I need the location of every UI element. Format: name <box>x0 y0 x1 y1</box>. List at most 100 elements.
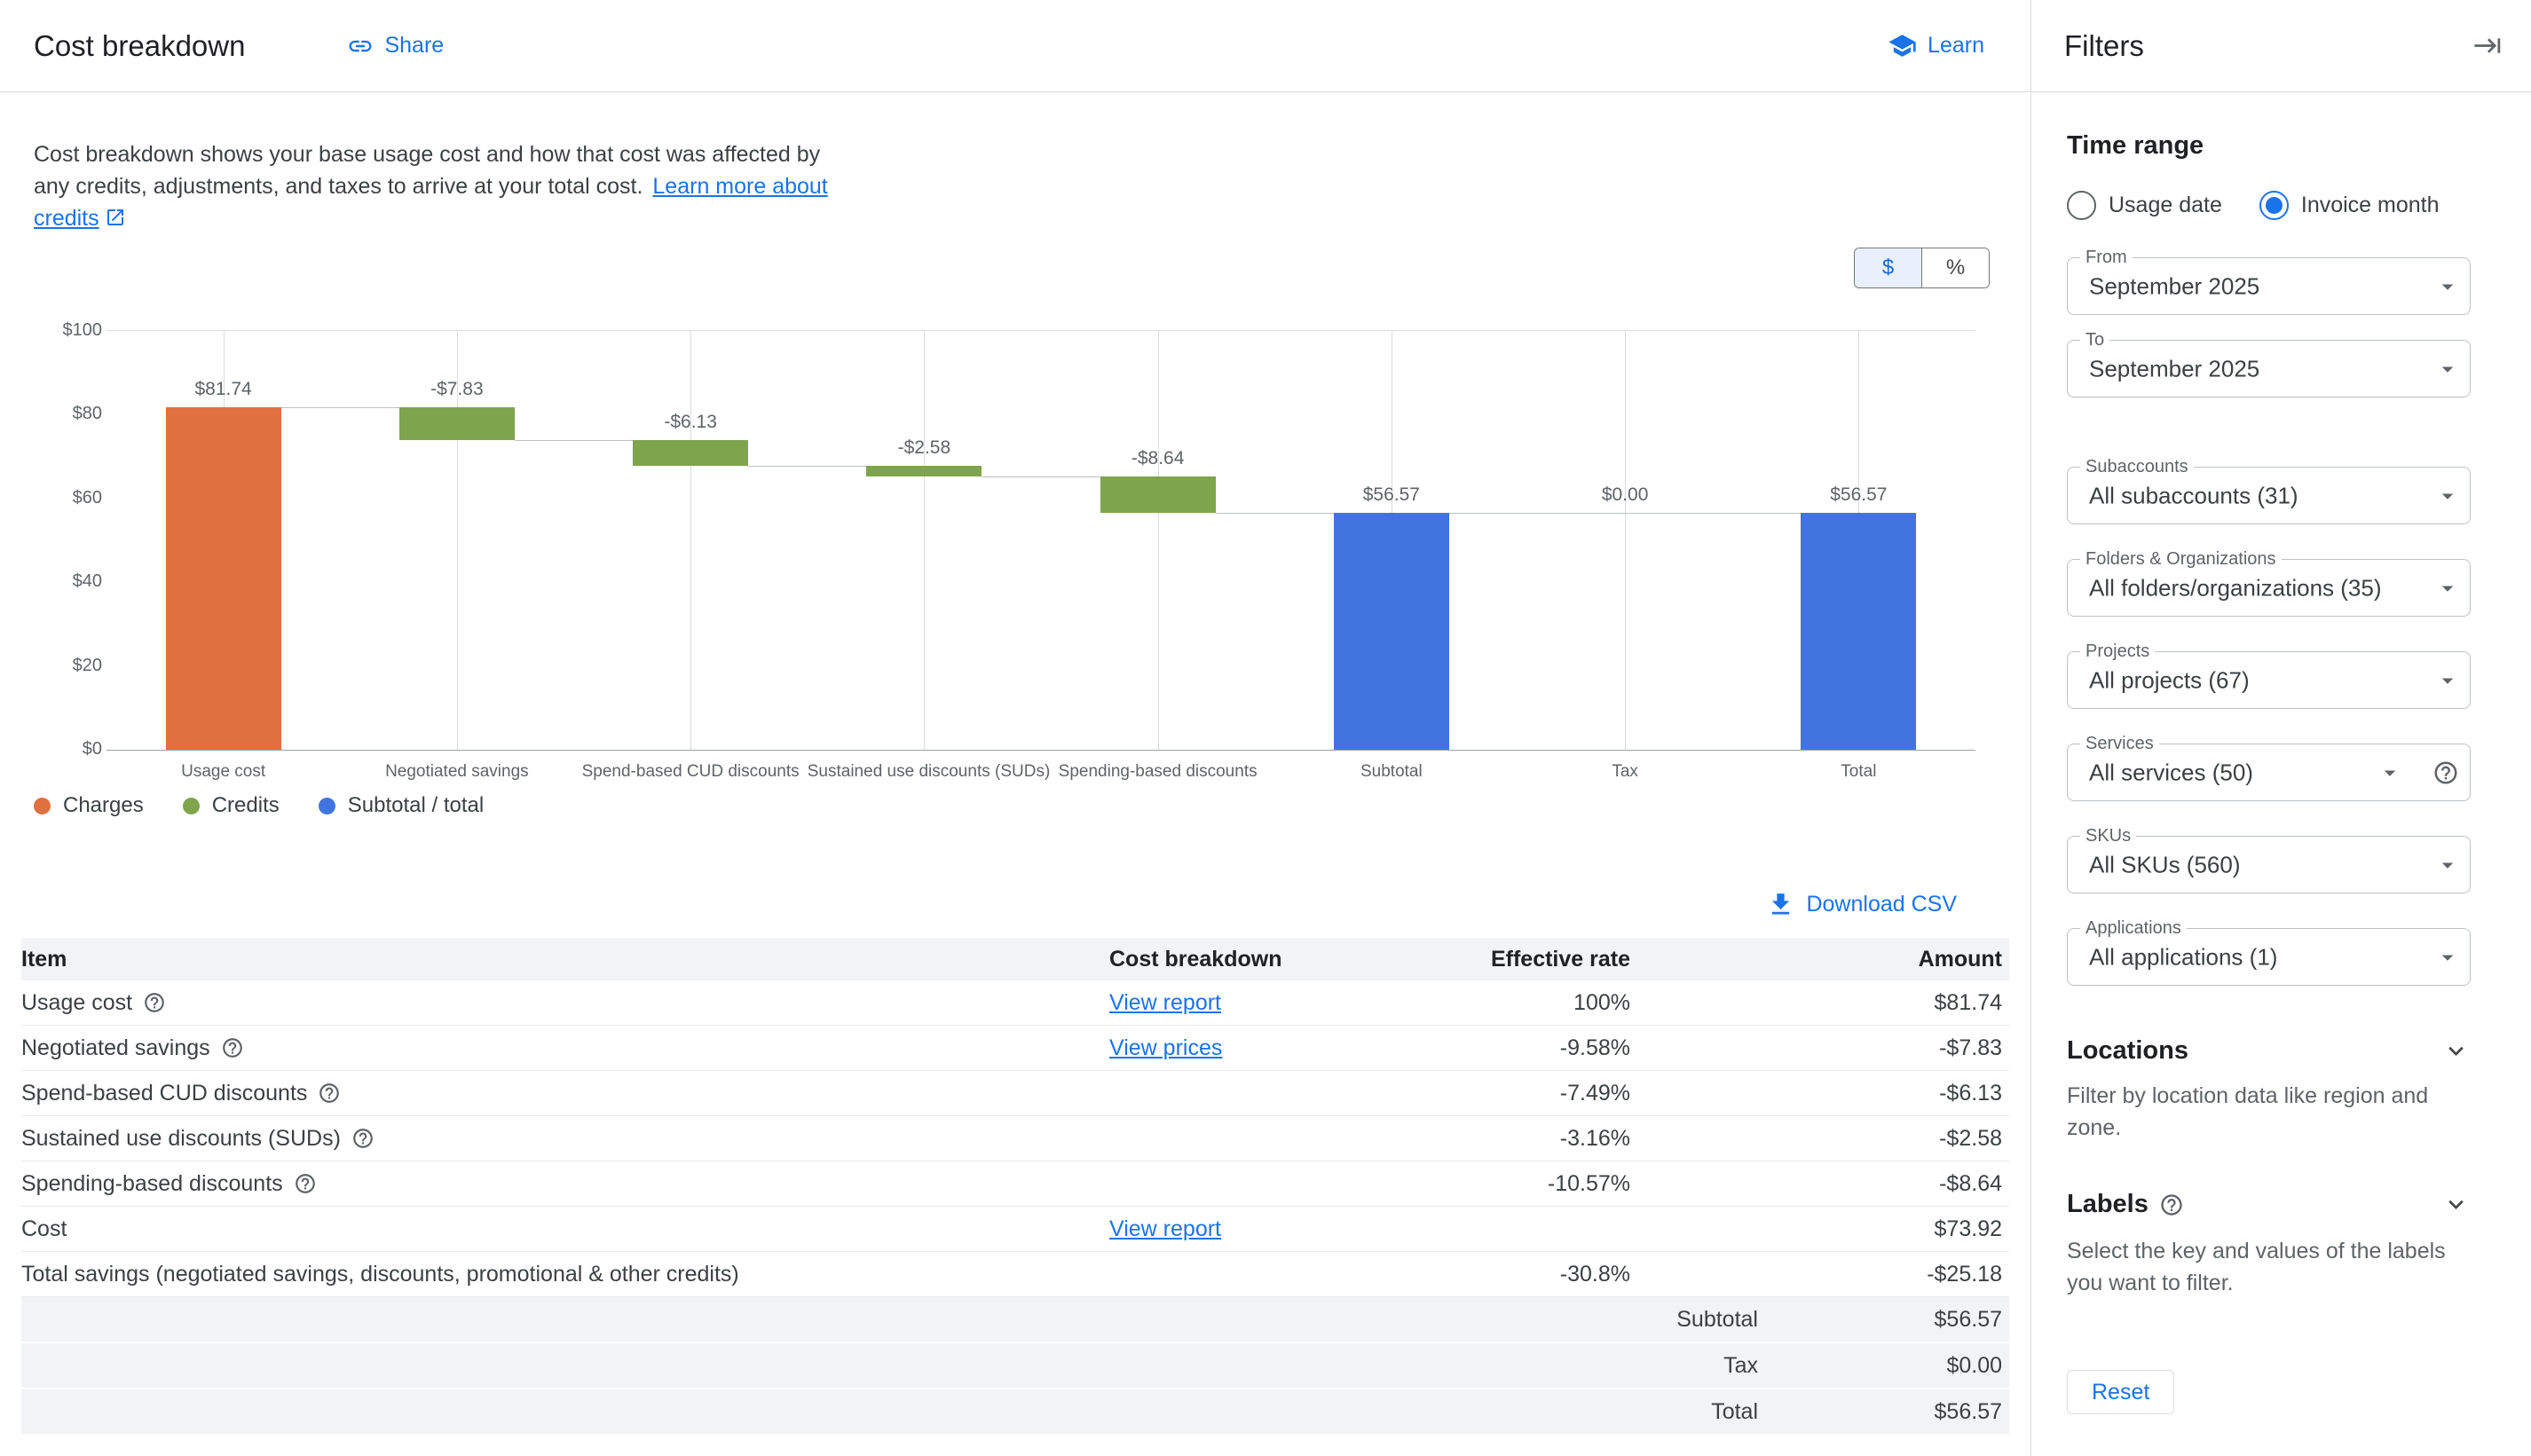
radio-usage-date[interactable]: Usage date <box>2067 191 2222 220</box>
view-report-link[interactable]: View report <box>1109 989 1221 1015</box>
view-report-link[interactable]: View report <box>1109 1216 1221 1241</box>
time-range-title: Time range <box>2067 131 2204 160</box>
chevron-down-icon <box>2434 273 2461 300</box>
bar-value-label: $56.57 <box>1362 484 1420 505</box>
help-icon[interactable] <box>294 1172 317 1195</box>
to-field[interactable]: To September 2025 <box>2067 330 2471 397</box>
projects-field[interactable]: Projects All projects (67) <box>2067 641 2471 709</box>
waterfall-connector-line <box>982 476 1100 478</box>
help-icon[interactable] <box>2159 1192 2184 1217</box>
subaccounts-field[interactable]: Subaccounts All subaccounts (31) <box>2067 457 2471 524</box>
col-header-cost-breakdown: Cost breakdown <box>1109 946 1282 972</box>
view-prices-link[interactable]: View prices <box>1109 1035 1223 1060</box>
learn-more-credits-link[interactable]: Learn more about credits <box>34 174 828 231</box>
locations-title: Locations <box>2067 1036 2188 1065</box>
field-label: Projects <box>2080 641 2156 662</box>
collapse-panel-icon[interactable] <box>2473 31 2503 60</box>
radio-label: Invoice month <box>2300 193 2440 217</box>
legend-item: Charges <box>34 793 144 818</box>
item-label: Spend-based CUD discounts <box>21 1080 308 1106</box>
radio-circle-icon <box>2067 191 2096 220</box>
applications-field[interactable]: Applications All applications (1) <box>2067 918 2471 986</box>
bar-value-label: $56.57 <box>1830 484 1888 505</box>
y-axis-tick: $100 <box>62 320 103 340</box>
bar-value-label: -$7.83 <box>430 379 484 400</box>
chart-legend: Charges Credits Subtotal / total <box>34 793 484 818</box>
table-row: Cost View report $73.92 <box>21 1207 2009 1252</box>
school-icon <box>1888 31 1917 60</box>
field-value: All folders/organizations (35) <box>2089 574 2382 601</box>
field-value: All subaccounts (31) <box>2089 482 2298 508</box>
locations-description: Filter by location data like region and … <box>2067 1083 2429 1140</box>
amount-value: -$25.18 <box>1927 1261 2002 1287</box>
locations-section-header[interactable]: Locations <box>2067 1036 2471 1066</box>
x-axis-label: Subtotal <box>1360 762 1423 781</box>
radio-invoice-month[interactable]: Invoice month <box>2259 191 2440 220</box>
legend-label: Charges <box>63 793 144 817</box>
waterfall-bar[interactable] <box>866 466 982 477</box>
waterfall-bar[interactable] <box>1100 476 1216 514</box>
page-title: Cost breakdown <box>34 28 246 62</box>
chart-gridline <box>924 331 926 750</box>
help-icon[interactable] <box>2432 759 2459 786</box>
expand-more-icon <box>2441 1036 2471 1066</box>
waterfall-bar[interactable] <box>633 440 749 467</box>
learn-label: Learn <box>1928 33 1984 58</box>
item-label: Usage cost <box>21 989 133 1015</box>
learn-button[interactable]: Learn <box>1888 31 1984 60</box>
skus-field[interactable]: SKUs All SKUs (560) <box>2067 826 2471 893</box>
help-icon[interactable] <box>318 1082 341 1105</box>
waterfall-bar[interactable] <box>1801 512 1917 750</box>
field-value: September 2025 <box>2089 272 2260 299</box>
summary-label: Total <box>1711 1398 1758 1424</box>
table-summary-row: Subtotal $56.57 <box>21 1297 2009 1343</box>
col-header-item: Item <box>21 946 67 972</box>
waterfall-connector-line <box>280 407 399 409</box>
field-value: All SKUs (560) <box>2089 851 2241 878</box>
folders-organizations-field[interactable]: Folders & Organizations All folders/orga… <box>2067 549 2471 617</box>
y-axis-tick: $60 <box>72 487 102 508</box>
x-axis-label: Negotiated savings <box>385 762 529 781</box>
filters-panel: Filters Time range Usage date Invoice mo… <box>2030 0 2531 1456</box>
filters-title: Filters <box>2064 28 2144 62</box>
field-value: All services (50) <box>2089 759 2253 785</box>
waterfall-bar[interactable] <box>165 407 281 750</box>
chart-gridline <box>690 331 692 750</box>
legend-item: Credits <box>182 793 280 818</box>
help-icon[interactable] <box>351 1127 375 1150</box>
reset-button[interactable]: Reset <box>2067 1370 2175 1414</box>
share-button[interactable]: Share <box>347 33 444 59</box>
labels-section-header[interactable]: Labels <box>2067 1190 2471 1219</box>
download-csv-button[interactable]: Download CSV <box>0 890 1957 919</box>
bar-value-label: -$8.64 <box>1131 448 1185 469</box>
item-label: Cost <box>21 1216 67 1241</box>
col-header-amount: Amount <box>1918 946 2002 972</box>
chart-gridline <box>1625 331 1627 750</box>
dollar-toggle-button[interactable]: $ <box>1855 248 1922 287</box>
field-value: All projects (67) <box>2089 666 2250 693</box>
field-label: Services <box>2080 734 2159 754</box>
table-row: Total savings (negotiated savings, disco… <box>21 1252 2009 1297</box>
time-range-radio-group: Usage date Invoice month <box>2067 191 2496 220</box>
waterfall-bar[interactable] <box>398 407 515 441</box>
link-icon <box>347 33 374 59</box>
services-field[interactable]: Services All services (50) <box>2067 734 2471 801</box>
labels-title: Labels <box>2067 1190 2149 1218</box>
percent-toggle-button[interactable]: % <box>1922 248 1989 287</box>
help-icon[interactable] <box>221 1036 244 1059</box>
table-summary-row: Total $56.57 <box>21 1389 2009 1436</box>
chart-gridline <box>456 331 458 750</box>
bar-value-label: -$2.58 <box>897 437 951 459</box>
waterfall-bar[interactable] <box>1333 512 1449 750</box>
chevron-down-icon <box>2434 483 2461 509</box>
chevron-down-icon <box>2434 852 2461 878</box>
summary-amount: $56.57 <box>1934 1306 2002 1332</box>
effective-rate-value: -7.49% <box>1559 1080 1630 1106</box>
field-label: To <box>2080 330 2110 350</box>
x-axis-label: Total <box>1841 762 1877 781</box>
help-icon[interactable] <box>143 991 166 1014</box>
effective-rate-value: -9.58% <box>1559 1035 1630 1060</box>
from-field[interactable]: From September 2025 <box>2067 248 2471 315</box>
item-label: Spending-based discounts <box>21 1170 283 1196</box>
